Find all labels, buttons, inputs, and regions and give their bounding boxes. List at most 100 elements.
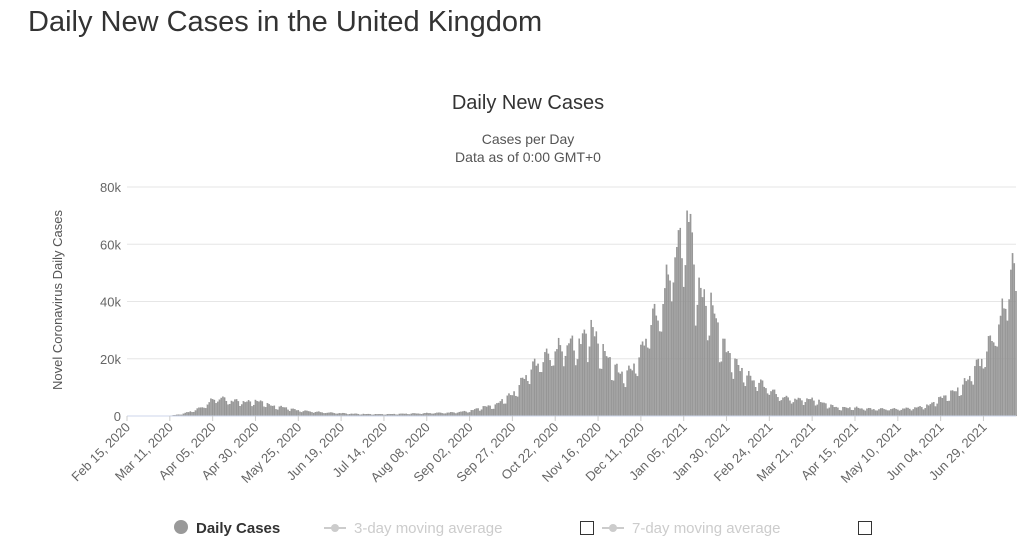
daily-case-bar[interactable] [927,405,930,417]
daily-case-bar[interactable] [980,358,983,417]
daily-case-bar[interactable] [276,409,279,417]
daily-case-bar[interactable] [640,344,642,417]
daily-case-bar[interactable] [725,352,728,417]
daily-case-bar[interactable] [616,363,618,417]
daily-case-bar[interactable] [609,357,611,417]
daily-case-bar[interactable] [922,409,925,417]
daily-case-bar[interactable] [938,397,940,417]
daily-case-bar[interactable] [646,347,649,417]
daily-case-bar[interactable] [857,407,860,417]
daily-case-bar[interactable] [283,407,286,417]
daily-case-bar[interactable] [722,338,724,417]
daily-case-bar[interactable] [449,412,452,417]
daily-case-bar[interactable] [285,407,288,417]
daily-case-bar[interactable] [736,359,738,417]
daily-case-bar[interactable] [316,411,318,417]
daily-case-bar[interactable] [741,367,743,417]
daily-case-bar[interactable] [229,403,231,417]
daily-case-bar[interactable] [718,362,721,417]
daily-case-bar[interactable] [1001,298,1004,417]
daily-case-bar[interactable] [253,404,255,417]
daily-case-bar[interactable] [917,406,920,417]
daily-case-bar[interactable] [763,386,765,417]
daily-case-bar[interactable] [230,400,233,417]
daily-case-bar[interactable] [866,408,868,417]
daily-case-bar[interactable] [931,402,933,417]
daily-case-bar[interactable] [739,371,741,417]
daily-case-bar[interactable] [595,331,598,417]
daily-case-bar[interactable] [503,403,505,417]
daily-case-bar[interactable] [869,408,872,417]
daily-case-bar[interactable] [288,411,291,417]
daily-case-bar[interactable] [826,408,829,417]
daily-case-bar[interactable] [754,386,757,417]
daily-case-bar[interactable] [307,411,310,417]
daily-case-bar[interactable] [563,366,565,417]
daily-case-bar[interactable] [331,412,334,417]
daily-case-bar[interactable] [263,406,265,417]
daily-case-bar[interactable] [218,399,221,417]
daily-case-bar[interactable] [878,409,880,417]
daily-case-bar[interactable] [926,404,928,417]
daily-case-bar[interactable] [643,345,646,417]
daily-case-bar[interactable] [271,405,274,417]
daily-case-bar[interactable] [1010,269,1012,417]
daily-case-bar[interactable] [765,388,767,417]
daily-case-bar[interactable] [624,387,627,417]
daily-case-bar[interactable] [989,335,992,417]
daily-case-bar[interactable] [859,408,861,417]
daily-case-bar[interactable] [501,399,503,417]
daily-case-bar[interactable] [206,404,209,417]
daily-case-bar[interactable] [807,399,810,417]
daily-case-bar[interactable] [196,408,198,417]
daily-case-bar[interactable] [475,408,478,417]
daily-case-bar[interactable] [730,372,733,417]
daily-case-bar[interactable] [994,345,997,417]
daily-case-bar[interactable] [306,410,308,417]
daily-case-bar[interactable] [910,410,913,417]
daily-case-bar[interactable] [602,344,604,417]
daily-case-bar[interactable] [275,409,277,417]
daily-case-bar[interactable] [571,335,574,417]
daily-case-bar[interactable] [585,333,587,417]
daily-case-bar[interactable] [556,349,558,417]
daily-case-bar[interactable] [633,363,635,417]
daily-case-bar[interactable] [987,336,990,417]
daily-case-bar[interactable] [885,409,887,417]
daily-case-bar[interactable] [864,410,867,417]
daily-case-bar[interactable] [881,408,884,417]
daily-case-bar[interactable] [264,407,267,417]
daily-case-bar[interactable] [712,305,714,417]
daily-case-bar[interactable] [593,336,596,417]
daily-case-bar[interactable] [833,407,836,417]
daily-case-bar[interactable] [749,375,752,417]
legend-checkbox-7-day[interactable] [858,520,872,537]
daily-case-bar[interactable] [974,366,976,417]
daily-case-bar[interactable] [789,400,791,417]
daily-case-bar[interactable] [898,410,901,417]
daily-case-bar[interactable] [874,410,877,417]
daily-case-bar[interactable] [886,410,889,417]
daily-case-bar[interactable] [251,406,253,417]
daily-case-bar[interactable] [766,393,769,417]
daily-case-bar[interactable] [792,402,795,417]
daily-case-bar[interactable] [330,412,332,417]
daily-case-bar[interactable] [657,320,659,417]
daily-case-bar[interactable] [777,397,779,417]
daily-case-bar[interactable] [977,358,980,417]
daily-case-bar[interactable] [737,365,740,417]
daily-case-bar[interactable] [497,402,500,417]
daily-case-bar[interactable] [999,315,1002,417]
daily-case-bar[interactable] [537,363,539,417]
daily-case-bar[interactable] [237,401,240,417]
daily-case-bar[interactable] [525,375,527,417]
daily-case-bar[interactable] [208,402,210,417]
daily-case-bar[interactable] [499,401,502,417]
daily-case-bar[interactable] [1008,299,1010,417]
daily-case-bar[interactable] [814,405,817,417]
daily-case-bar[interactable] [607,357,610,417]
daily-case-bar[interactable] [295,410,298,417]
daily-case-bar[interactable] [482,406,485,417]
daily-case-bar[interactable] [746,375,748,417]
daily-case-bar[interactable] [554,351,556,417]
